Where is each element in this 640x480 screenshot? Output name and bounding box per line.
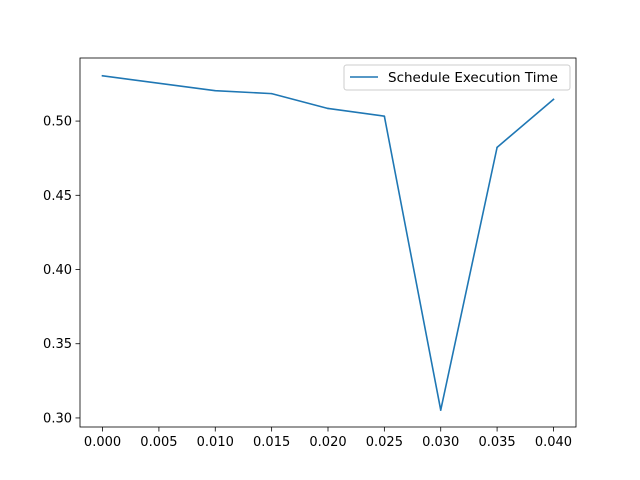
x-tick-label: 0.015 bbox=[253, 435, 290, 450]
x-tick-label: 0.020 bbox=[309, 435, 346, 450]
series-layer bbox=[101, 74, 555, 411]
data-point bbox=[439, 409, 442, 411]
y-tick-label: 0.50 bbox=[43, 115, 72, 130]
plot-area-frame bbox=[79, 57, 577, 428]
y-tick-label: 0.45 bbox=[43, 189, 72, 204]
x-tick-label: 0.040 bbox=[535, 435, 572, 450]
y-tick-label: 0.30 bbox=[43, 411, 72, 426]
y-tick-label: 0.40 bbox=[43, 263, 72, 278]
data-point bbox=[552, 98, 555, 101]
data-point bbox=[327, 107, 329, 110]
data-point bbox=[383, 115, 386, 117]
x-tick-label: 0.005 bbox=[140, 435, 177, 450]
x-tick-label: 0.035 bbox=[478, 435, 515, 450]
legend: Schedule Execution Time bbox=[343, 64, 571, 91]
data-point bbox=[101, 75, 104, 77]
data-point bbox=[214, 89, 217, 92]
legend-box bbox=[343, 64, 571, 91]
y-tick-label: 0.35 bbox=[43, 337, 72, 352]
x-axis-ticks: 0.000 0.005 0.010 0.015 0.020 0.025 0.030 0.035… bbox=[84, 427, 572, 450]
x-tick-label: 0.030 bbox=[422, 435, 459, 450]
series-line bbox=[101, 74, 555, 411]
x-tick-label: 0.025 bbox=[366, 435, 403, 450]
y-axis-ticks: 0.30 0.35 0.40 0.45 0.50 bbox=[43, 115, 80, 426]
x-tick-label: 0.000 bbox=[84, 435, 121, 450]
x-tick-label: 0.010 bbox=[197, 435, 234, 450]
data-point bbox=[496, 146, 498, 149]
data-point bbox=[270, 92, 273, 95]
legend-label: Schedule Execution Time bbox=[388, 70, 558, 86]
